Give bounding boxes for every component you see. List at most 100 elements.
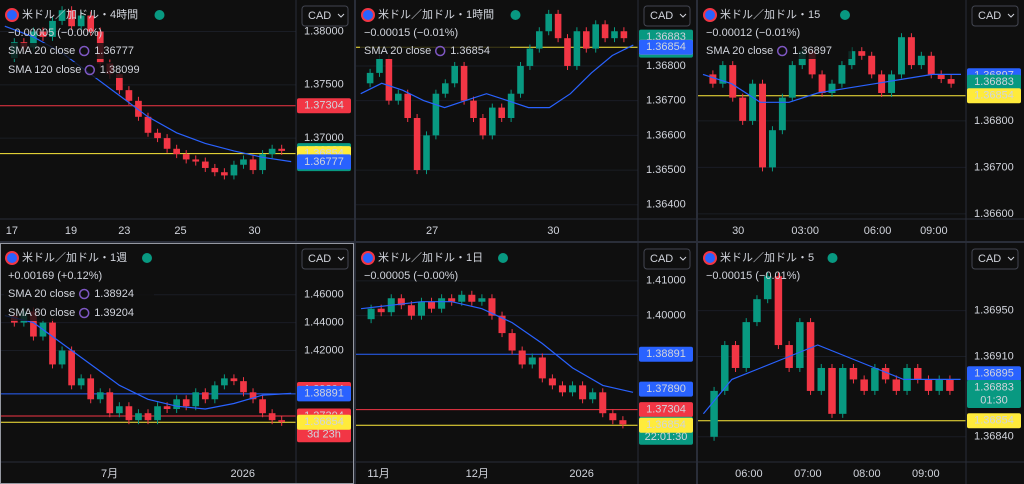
candle-body [58,10,66,21]
indicator-bg [4,62,154,78]
market-status [510,10,521,20]
price-tag [297,154,351,170]
candle-body [478,298,486,302]
sma-line [360,44,634,109]
candle-body [609,413,617,421]
candle-body [917,55,925,66]
indicator-icon [78,307,90,319]
x-tick-label: 06:00 [735,468,763,480]
currency-button[interactable] [643,5,691,27]
candle-body [163,406,171,410]
indicator-value: 1.38924 [94,288,134,300]
x-tick-label: 17 [6,225,18,237]
price-tag-label: 1.37890 [646,383,686,395]
y-tick-label: 1.46000 [304,289,344,301]
currency-label: CAD [650,253,673,265]
candle-body [96,392,104,400]
candle-body [87,378,95,400]
chart-panel[interactable]: 1.46000 1.44000 1.42000 7月 2026 1.39204 1.3892… [0,243,354,484]
candle-body [710,390,718,437]
candle-body [599,392,607,414]
candle-body [573,31,581,66]
candle-body [201,161,209,168]
candle-body [611,31,618,39]
candle-body [106,392,114,414]
candle-body [479,118,487,136]
candle-body [201,392,209,400]
candle-body [87,15,95,32]
y-tick-label: 1.36800 [974,115,1014,127]
price-tag-countdown: 22:01:30 [645,431,688,443]
symbol-flag [703,8,717,22]
currency-button[interactable] [971,5,1019,27]
candle-body [806,322,815,391]
price-tag-label: 1.36854 [974,415,1014,427]
y-tick-label: 1.36700 [974,161,1014,173]
indicator-icon [78,45,90,57]
price-tag [297,414,351,430]
candle-body [68,350,75,386]
candle-body [144,116,152,133]
indicator-icon [84,64,96,76]
y-tick-label: 1.44000 [304,317,344,329]
currency-label: CAD [308,253,331,265]
currency-button[interactable] [301,5,349,27]
candle-body [828,83,836,93]
currency-label: CAD [650,10,673,22]
candle-body [154,132,161,139]
price-change: −0.00015 (−0.01%) [364,27,458,39]
candle-body [211,385,219,400]
candle-body [230,378,238,382]
indicator-icon [434,45,446,57]
candle-body [221,172,228,176]
indicator-label: SMA 120 close [8,64,81,76]
chart-panel[interactable]: 1.36800 1.36700 1.36600 1.36500 1.36400 27 30 1… [356,0,696,241]
candle-body [77,378,85,386]
y-tick-label: 1.36400 [646,199,686,211]
currency-button[interactable] [971,248,1019,270]
currency-button[interactable] [643,248,691,270]
candle-body [946,379,954,391]
price-tag-label: 1.38891 [304,388,344,400]
candle-body [230,164,238,176]
price-tag-label: 1.36777 [304,156,344,168]
chart-panel[interactable]: 1.38000 1.37500 1.37000 17 19 23 25 30 1.37304 1.… [0,0,354,241]
indicator-value: 1.38099 [100,64,140,76]
chart-panel[interactable]: 1.36950 1.36910 1.36840 06:00 07:00 08:00 09:0… [698,243,1024,484]
candle-body [729,65,737,98]
chart-panel[interactable]: 1.41000 1.40000 11月 12月 2026 1.38891 1.37890 1.… [356,243,696,484]
indicator-value: 1.36897 [792,45,832,57]
candle-body [458,294,466,302]
x-tick-label: 09:00 [920,225,948,237]
candle-body [849,367,858,380]
chart-panel[interactable]: 1.36800 1.36700 1.36600 30 03:00 06:00 09:00 1.… [698,0,1024,241]
y-tick-label: 1.38000 [304,25,344,37]
y-tick-label: 1.36910 [974,350,1014,362]
price-change: +0.00169 (+0.12%) [8,270,102,282]
indicator-label: SMA 20 close [364,45,431,57]
market-status [142,253,152,263]
price-tag [639,417,693,433]
candle-body [583,31,590,49]
symbol-flag [361,8,375,22]
price-change: −0.00012 (−0.01%) [706,27,800,39]
candle-body [249,392,257,400]
currency-button[interactable] [301,248,349,270]
price-tag [297,98,351,114]
candle-body [30,31,37,48]
candle-body [268,413,276,421]
indicator-value: 1.36777 [94,45,134,57]
price-tag-label: 1.36883 [974,76,1014,88]
x-tick-label: 06:00 [864,225,892,237]
candle-body [173,148,180,155]
candle-body [154,406,161,421]
x-tick-label: 11月 [367,468,389,480]
candle-body [221,378,228,386]
candle-body [488,298,496,316]
candle-body [778,97,786,131]
candle-body [818,74,826,93]
candle-body [211,167,219,173]
candle-body [838,65,846,84]
candle-body [871,367,879,391]
symbol-title: 米ドル／加ドル・5 [720,251,814,264]
